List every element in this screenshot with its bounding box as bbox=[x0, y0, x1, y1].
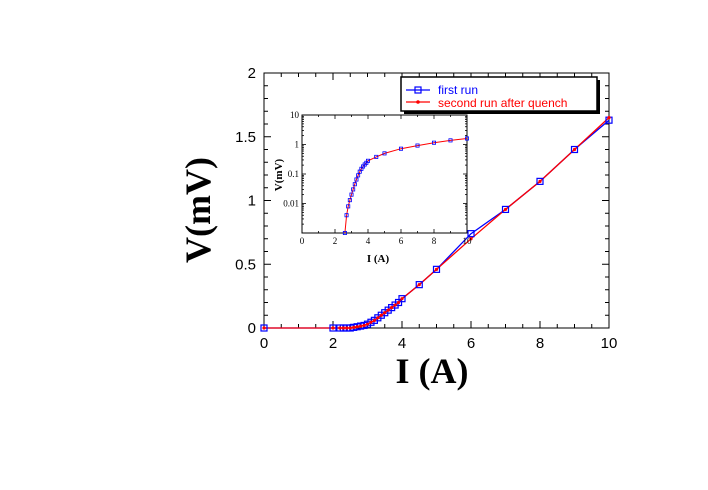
point-second-run-after-quench bbox=[338, 326, 342, 330]
inset-point bbox=[374, 154, 379, 159]
legend-box bbox=[400, 76, 598, 112]
point-second-run-after-quench bbox=[355, 325, 359, 329]
x-tick-label: 6 bbox=[467, 335, 475, 352]
point-second-run-after-quench bbox=[359, 324, 363, 328]
point-second-run-after-quench bbox=[379, 313, 383, 317]
y-tick-label: 1.5 bbox=[235, 129, 256, 146]
inset-ticks: 0 2 4 6 8 10 0.01 0.1 1 10 bbox=[283, 110, 472, 246]
y-tick-label: 0.5 bbox=[235, 256, 256, 273]
point-second-run-after-quench bbox=[396, 300, 401, 305]
point-second-run-after-quench bbox=[345, 326, 349, 330]
legend-marker-first-run bbox=[414, 86, 422, 94]
inset-x-tick-label: 2 bbox=[333, 236, 338, 246]
point-second-run-after-quench bbox=[434, 267, 439, 271]
x-tick-label: 2 bbox=[329, 335, 337, 352]
point-first-run bbox=[415, 281, 423, 289]
point-first-run bbox=[536, 177, 544, 185]
point-second-run-after-quench bbox=[352, 325, 356, 329]
point-second-run-after-quench bbox=[369, 320, 373, 324]
x-tick-label: 4 bbox=[398, 335, 406, 352]
x-tick-label: 0 bbox=[260, 335, 268, 352]
legend-label-second-run: second run after quench bbox=[438, 96, 567, 110]
x-tick-label: 10 bbox=[601, 335, 618, 352]
inset-x-tick-label: 4 bbox=[366, 236, 371, 246]
inset-x-tick-label: 0 bbox=[300, 236, 305, 246]
inset-y-axis-title: V(mV) bbox=[273, 158, 285, 191]
inset-point bbox=[415, 143, 420, 148]
inset-point bbox=[352, 182, 357, 187]
point-second-run-after-quench bbox=[348, 326, 352, 330]
point-second-run-after-quench bbox=[372, 318, 376, 322]
point-second-run-after-quench bbox=[469, 237, 473, 241]
point-second-run-after-quench bbox=[400, 297, 404, 301]
y-tick-label: 1 bbox=[248, 193, 256, 210]
legend-marker-second-run bbox=[416, 100, 420, 104]
y-axis-title: V(mV) bbox=[178, 157, 218, 263]
x-tick-label: 8 bbox=[536, 335, 544, 352]
inset-point bbox=[351, 187, 356, 192]
inset-series-line bbox=[344, 138, 468, 234]
point-second-run-after-quench bbox=[538, 179, 542, 183]
inset-point bbox=[354, 177, 359, 182]
point-second-run-after-quench bbox=[376, 316, 380, 320]
point-second-run-after-quench bbox=[362, 323, 366, 328]
point-first-run bbox=[570, 145, 579, 154]
point-second-run-after-quench bbox=[607, 116, 611, 120]
inset-point bbox=[347, 198, 352, 203]
point-second-run-after-quench bbox=[365, 322, 370, 326]
point-second-run-after-quench bbox=[503, 207, 508, 212]
point-first-run bbox=[432, 265, 441, 273]
inset-point bbox=[346, 204, 351, 209]
x-axis-title: I (A) bbox=[396, 351, 469, 391]
inset-point bbox=[342, 230, 347, 235]
inset-point bbox=[349, 192, 354, 197]
main-series bbox=[260, 116, 613, 332]
point-first-run bbox=[501, 205, 510, 214]
inset-point bbox=[431, 140, 436, 145]
point-first-run bbox=[467, 230, 475, 238]
point-second-run-after-quench bbox=[417, 283, 421, 287]
inset-x-axis-title: I (A) bbox=[367, 253, 390, 265]
inset-y-tick-label: 0.1 bbox=[288, 169, 299, 179]
point-second-run-after-quench bbox=[262, 326, 266, 330]
inset-plot-frame bbox=[301, 114, 468, 234]
point-first-run bbox=[260, 324, 268, 332]
inset-point bbox=[448, 138, 453, 143]
legend-label-first-run: first run bbox=[438, 83, 478, 97]
point-first-run bbox=[398, 295, 406, 303]
point-second-run-after-quench bbox=[341, 326, 345, 330]
inset-y-tick-label: 1 bbox=[295, 140, 300, 150]
inset-point bbox=[356, 173, 361, 178]
point-second-run-after-quench bbox=[331, 326, 335, 330]
inset-x-tick-label: 8 bbox=[432, 236, 437, 246]
inset-series bbox=[342, 136, 469, 235]
point-second-run-after-quench bbox=[383, 311, 387, 315]
inset-point bbox=[382, 151, 387, 156]
inset-point bbox=[398, 146, 403, 151]
inset-point bbox=[464, 136, 469, 141]
inset-x-tick-label: 6 bbox=[399, 236, 404, 246]
point-second-run-after-quench bbox=[386, 308, 390, 312]
inset-y-tick-label: 0.01 bbox=[283, 199, 299, 209]
y-tick-label: 2 bbox=[248, 65, 256, 82]
point-second-run-after-quench bbox=[393, 303, 397, 307]
inset-chart: 0 2 4 6 8 10 0.01 0.1 1 10 I (A) V(mV) bbox=[273, 110, 472, 265]
y-tick-label: 0 bbox=[248, 320, 256, 337]
inset-x-tick-label: 10 bbox=[463, 236, 473, 246]
inset-point bbox=[344, 213, 349, 218]
point-second-run-after-quench bbox=[572, 147, 577, 152]
series-line-second-run-after-quench bbox=[264, 117, 610, 329]
point-second-run-after-quench bbox=[390, 306, 394, 310]
legend: first run second run after quench bbox=[400, 76, 600, 114]
point-first-run bbox=[329, 324, 337, 332]
inset-point bbox=[365, 158, 370, 163]
inset-y-tick-label: 10 bbox=[290, 110, 300, 120]
